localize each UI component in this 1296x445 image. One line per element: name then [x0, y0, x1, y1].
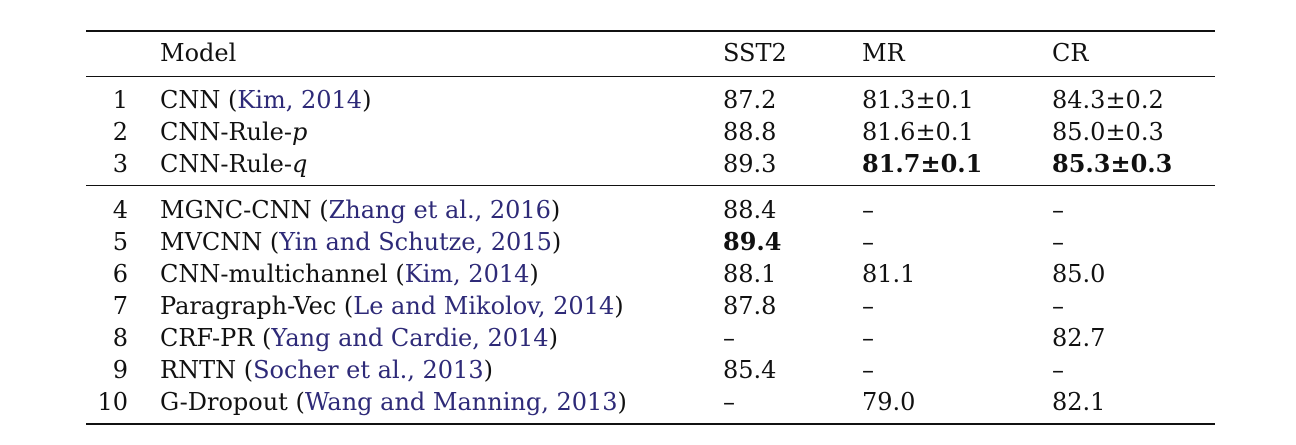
row-number: 7 [112, 292, 128, 320]
row-number: 9 [112, 356, 128, 384]
mr-value: 81.3±0.1 [862, 86, 974, 114]
mr-value: – [862, 292, 874, 320]
cr-value: 85.0±0.3 [1052, 118, 1164, 146]
cr-value: 82.1 [1052, 388, 1106, 416]
sst2-value: – [723, 324, 735, 352]
model-name: CRF-PR (Yang and Cardie, 2014) [160, 324, 558, 352]
bottom-rule [86, 423, 1215, 425]
cr-value-best: 85.3±0.3 [1052, 149, 1173, 178]
cr-value: – [1052, 196, 1064, 224]
mr-value: 79.0 [862, 388, 916, 416]
mr-value: – [862, 196, 874, 224]
model-name: RNTN (Socher et al., 2013) [160, 356, 493, 384]
model-name: CNN-Rule-p [160, 118, 308, 146]
top-rule [86, 30, 1215, 32]
model-name: CNN-multichannel (Kim, 2014) [160, 260, 539, 288]
row-number: 3 [112, 150, 128, 178]
cr-value: 85.0 [1052, 260, 1106, 288]
row-number: 4 [112, 196, 128, 224]
cr-value: 84.3±0.2 [1052, 86, 1164, 114]
citation-link[interactable]: Socher et al., 2013 [253, 356, 484, 384]
mr-value: – [862, 228, 874, 256]
sst2-value: 87.2 [723, 86, 777, 114]
citation-link[interactable]: Yin and Schutze, 2015 [279, 228, 552, 256]
cr-value: – [1052, 292, 1064, 320]
header-mr: MR [862, 39, 905, 67]
group-rule [86, 185, 1215, 186]
model-name: Paragraph-Vec (Le and Mikolov, 2014) [160, 292, 624, 320]
mr-value: 81.6±0.1 [862, 118, 974, 146]
model-name: MVCNN (Yin and Schutze, 2015) [160, 228, 562, 256]
row-number: 8 [112, 324, 128, 352]
mr-value: – [862, 356, 874, 384]
mr-value: – [862, 324, 874, 352]
mr-value-best: 81.7±0.1 [862, 149, 983, 178]
cr-value: – [1052, 356, 1064, 384]
model-name: MGNC-CNN (Zhang et al., 2016) [160, 196, 561, 224]
citation-link[interactable]: Le and Mikolov, 2014 [353, 292, 615, 320]
citation-link[interactable]: Yang and Cardie, 2014 [271, 324, 549, 352]
sst2-value: – [723, 388, 735, 416]
header-rule [86, 76, 1215, 77]
sst2-value: 88.1 [723, 260, 777, 288]
citation-link[interactable]: Kim, 2014 [404, 260, 530, 288]
sst2-value: 85.4 [723, 356, 777, 384]
header-sst2: SST2 [723, 39, 787, 67]
mr-value: 81.1 [862, 260, 916, 288]
model-name: CNN-Rule-q [160, 150, 308, 178]
sst2-value: 88.4 [723, 196, 777, 224]
row-number: 2 [112, 118, 128, 146]
row-number: 5 [112, 228, 128, 256]
citation-link[interactable]: Kim, 2014 [237, 86, 363, 114]
header-model: Model [160, 39, 237, 67]
row-number: 10 [97, 388, 128, 416]
cr-value: 82.7 [1052, 324, 1106, 352]
row-number: 1 [112, 86, 128, 114]
cr-value: – [1052, 228, 1064, 256]
sst2-value: 88.8 [723, 118, 777, 146]
row-number: 6 [112, 260, 128, 288]
header-cr: CR [1052, 39, 1089, 67]
sst2-value-best: 89.4 [723, 227, 782, 256]
sst2-value: 87.8 [723, 292, 777, 320]
model-name: G-Dropout (Wang and Manning, 2013) [160, 388, 627, 416]
model-name: CNN (Kim, 2014) [160, 86, 372, 114]
sst2-value: 89.3 [723, 150, 777, 178]
citation-link[interactable]: Zhang et al., 2016 [328, 196, 551, 224]
citation-link[interactable]: Wang and Manning, 2013 [304, 388, 618, 416]
